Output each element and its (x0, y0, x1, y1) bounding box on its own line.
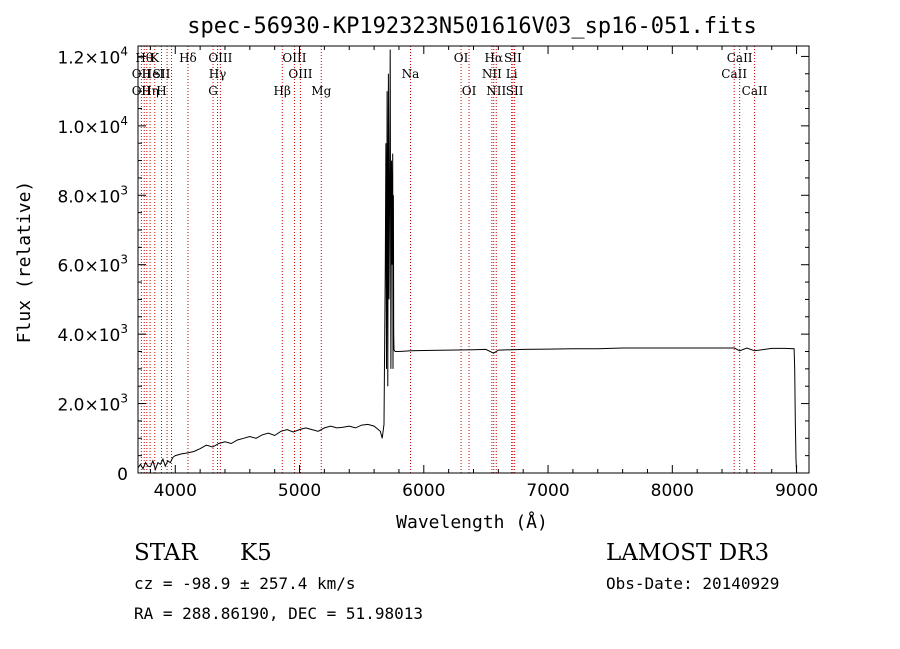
line-id-15: Mg (311, 84, 331, 98)
survey-name: LAMOST DR3 (606, 540, 769, 566)
redshift-text: cz = -98.9 ± 257.4 km/s (134, 574, 356, 593)
x-tick-label-5: 9000 (775, 481, 818, 501)
line-id-11: G (208, 84, 218, 98)
x-tick-label-0: 4000 (154, 481, 197, 501)
line-id-27: CaII (742, 84, 768, 98)
y-tick-label-1: 2.0×103 (57, 392, 128, 416)
y-tick-label-0: 0 (117, 465, 128, 485)
x-tick-label-4: 8000 (651, 481, 694, 501)
line-id-4: K (150, 51, 160, 65)
line-id-17: OI (454, 51, 469, 65)
line-id-3: Hη (141, 84, 159, 98)
line-id-16: Na (402, 67, 420, 81)
y-tick-label-6: 1.2×104 (57, 44, 128, 68)
obs-date: Obs-Date: 20140929 (606, 574, 779, 593)
line-id-22: SII (504, 51, 522, 65)
plot-frame (137, 45, 810, 474)
y-tick-label-2: 4.0×103 (57, 322, 128, 346)
x-tick-label-1: 5000 (278, 481, 321, 501)
object-class: STAR (134, 540, 198, 566)
y-axis: 0 2.0×103 4.0×103 6.0×103 8.0×103 1.0×104 1.2×… (57, 44, 809, 485)
coordinates: RA = 288.86190, DEC = 51.98013 (134, 604, 423, 623)
line-id-12: Hβ (274, 84, 291, 98)
line-id-1: OII (132, 67, 152, 81)
line-id-6: SII (153, 67, 171, 81)
line-id-20: NII (482, 67, 502, 81)
line-id-10: Hγ (209, 67, 227, 81)
y-tick-label-3: 6.0×103 (57, 253, 128, 277)
line-id-14: OIII (288, 67, 312, 81)
line-id-2: OII (132, 84, 152, 98)
line-id-13: OIII (282, 51, 306, 65)
x-tick-label-2: 6000 (402, 481, 445, 501)
chart-title: spec-56930-KP192323N501616V03_sp16-051.f… (187, 14, 757, 39)
spectral-line-markers (140, 46, 756, 473)
x-axis: 4000 5000 6000 7000 8000 9000 (149, 46, 818, 501)
line-id-25: CaII (727, 51, 753, 65)
spectrum-line-0 (137, 49, 798, 474)
line-id-19: Hα (484, 51, 503, 65)
line-id-9: OIII (208, 51, 232, 65)
line-id-8: Hδ (179, 51, 197, 65)
y-tick-label-5: 1.0×104 (57, 114, 128, 138)
line-id-18: OI (462, 84, 477, 98)
line-id-24: SII (506, 84, 524, 98)
x-tick-label-3: 7000 (526, 481, 569, 501)
y-tick-label-4: 8.0×103 (57, 183, 128, 207)
line-id-23: Li (506, 67, 518, 81)
line-id-0: Hθ (135, 51, 153, 65)
line-id-26: CaII (721, 67, 747, 81)
x-axis-label: Wavelength (Å) (396, 511, 548, 533)
object-subclass: K5 (240, 540, 272, 566)
line-id-21: NII (486, 84, 506, 98)
line-id-5: HeI (142, 67, 165, 81)
spectrum-series (137, 49, 798, 474)
y-axis-label: Flux (relative) (14, 181, 35, 344)
line-id-7: H (156, 84, 166, 98)
